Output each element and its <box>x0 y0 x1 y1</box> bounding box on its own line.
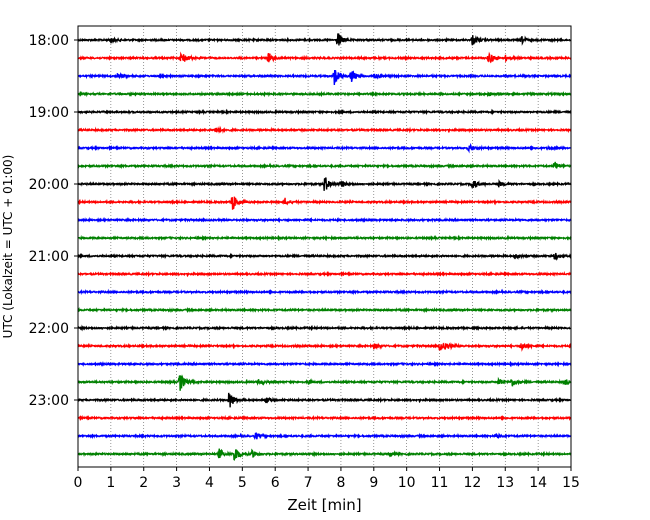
trace-2045 <box>77 234 572 242</box>
x-tick-label-0: 0 <box>74 475 83 491</box>
x-tick-label-4: 4 <box>205 475 214 491</box>
trace-1945 <box>77 161 572 170</box>
trace-layer <box>77 33 572 461</box>
x-tick-label-10: 10 <box>398 475 416 491</box>
trace-2315 <box>77 414 572 422</box>
trace-2145 <box>77 306 572 314</box>
y-tick-label-1900: 19:00 <box>29 105 69 121</box>
trace-2230 <box>77 360 572 368</box>
y-tick-label-2300: 23:00 <box>29 393 69 409</box>
trace-2030 <box>77 216 572 224</box>
x-tick-label-2: 2 <box>139 475 148 491</box>
trace-2215 <box>77 342 572 352</box>
trace-1845 <box>77 90 572 98</box>
x-tick-label-12: 12 <box>463 475 481 491</box>
trace-2245 <box>77 374 572 391</box>
trace-2330 <box>77 432 572 440</box>
trace-1815 <box>77 51 572 64</box>
y-tick-label-1800: 18:00 <box>29 33 69 49</box>
x-tick-label-7: 7 <box>304 475 313 491</box>
plot-frame <box>77 25 572 468</box>
axis-ticks: 0 1 2 3 4 5 6 7 8 9 10 11 12 13 14 1518:0019:0020:0021:… <box>29 33 580 491</box>
trace-1800 <box>77 33 572 46</box>
y-tick-label-2100: 21:00 <box>29 249 69 265</box>
trace-1900 <box>77 108 572 116</box>
x-tick-label-9: 9 <box>369 475 378 491</box>
y-tick-label-2200: 22:00 <box>29 321 69 337</box>
x-tick-label-15: 15 <box>562 475 580 491</box>
y-axis-label: UTC (Lokalzeit = UTC + 01:00) <box>1 155 15 339</box>
trace-2115 <box>77 270 572 278</box>
x-tick-label-6: 6 <box>271 475 280 491</box>
x-tick-label-8: 8 <box>336 475 345 491</box>
trace-2130 <box>77 288 572 296</box>
x-tick-label-3: 3 <box>172 475 181 491</box>
x-tick-label-14: 14 <box>529 475 547 491</box>
trace-2200 <box>77 324 572 332</box>
trace-2345 <box>77 448 572 461</box>
trace-1930 <box>77 142 572 154</box>
trace-1915 <box>77 125 572 134</box>
x-tick-label-1: 1 <box>106 475 115 491</box>
trace-2100 <box>77 252 572 261</box>
trace-2300 <box>77 392 572 408</box>
trace-1830 <box>77 69 572 85</box>
y-tick-label-2000: 20:00 <box>29 177 69 193</box>
x-tick-label-13: 13 <box>496 475 514 491</box>
x-axis-label: Zeit [min] <box>287 496 361 514</box>
x-tick-label-5: 5 <box>238 475 247 491</box>
trace-2015 <box>77 196 572 210</box>
trace-2000 <box>77 177 572 191</box>
x-tick-label-11: 11 <box>431 475 449 491</box>
